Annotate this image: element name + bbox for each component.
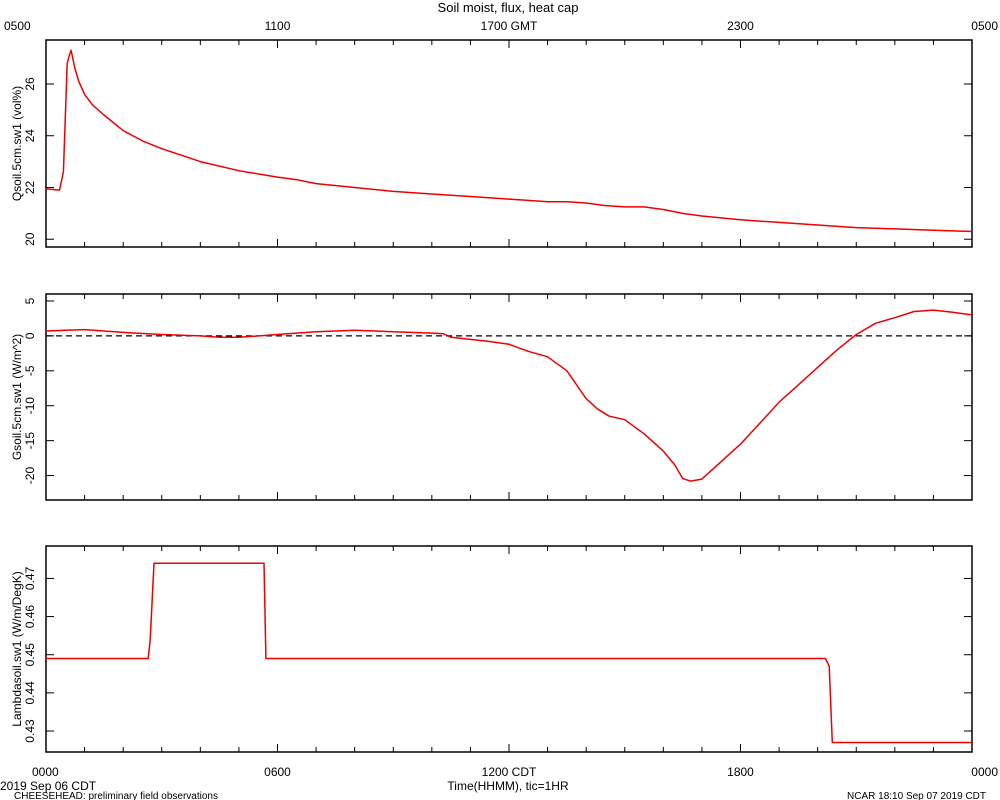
x-axis-label: Time(HHMM), tic=1HR [447,779,569,793]
bottom-tick-label: 0000 [32,765,59,779]
y-tick-label: 20 [23,232,37,246]
y-tick-label: 26 [23,77,37,91]
y-tick-label: -15 [23,432,37,450]
panel-2: 5 0 -5 -10 -15 -20 Gsoil.5cm.sw1 (W/m^2) [10,293,973,501]
y-tick-label: 0.43 [23,719,37,743]
y-tick-label: 24 [23,129,37,143]
bottom-tick-label: 0000 [971,765,998,779]
top-tick-label: 1100 [265,19,291,33]
chart-title: Soil moist, flux, heat cap [438,0,579,15]
y-tick-label: 0.44 [23,681,37,705]
bottom-axis-labels: 0000 0600 1200 CDT 1800 0000 [32,765,998,779]
top-tick-label: 2300 [727,19,754,33]
y-tick-label: 0.46 [23,605,37,629]
y-tick-label: -5 [23,365,37,376]
panel-frame [45,293,973,501]
y-tick-label: 0.47 [23,566,37,590]
y-tick-label: -20 [23,467,37,485]
bottom-tick-label: 1200 CDT [482,765,537,779]
series-line-1 [46,562,972,744]
y-tick-label: 0.45 [23,643,37,667]
y-axis-label: Gsoil.5cm.sw1 (W/m^2) [10,334,24,460]
y-axis-label: Qsoil.5cm.sw1 (vol%) [10,86,24,201]
bottom-tick-label: 0600 [264,765,291,779]
series-line-1 [45,309,973,482]
top-tick-label: 1700 GMT [481,19,538,33]
top-tick-label: 0500 [971,19,998,33]
panel-frame [45,39,973,248]
footer-date: 2019 Sep 06 CDT [0,779,97,793]
y-tick-label: 0 [23,332,37,339]
y-tick-label: -10 [23,397,37,415]
panel-frame [45,545,973,753]
top-tick-label: 0500 [4,19,31,33]
y-axis-label: Lambdasoil.sw1 (W/m/DegK) [10,571,24,726]
y-tick-label: 22 [23,180,37,194]
series-line-1 [45,49,973,233]
bottom-tick-label: 1800 [727,765,754,779]
y-tick-label: 5 [23,297,37,304]
top-axis-labels: 0500 1100 1700 GMT 2300 0500 [4,19,998,33]
footer-project: CHEESEHEAD: preliminary field observatio… [14,791,218,800]
footer-stamp: NCAR 18:10 Sep 07 2019 CDT [847,791,986,800]
